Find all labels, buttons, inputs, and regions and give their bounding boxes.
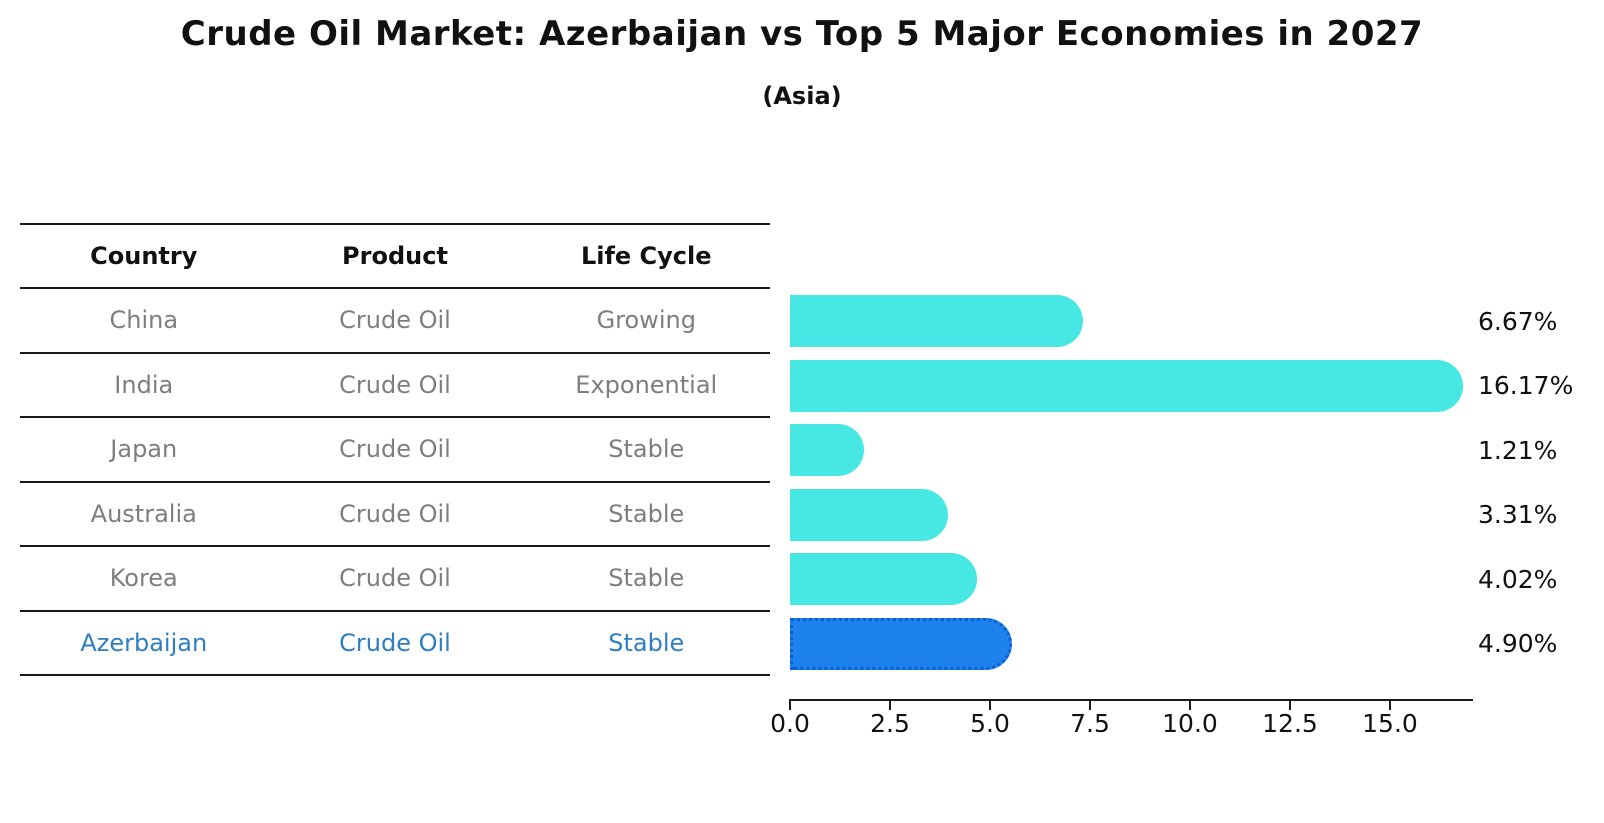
cell-country: Japan <box>110 435 178 464</box>
x-tick-label: 2.5 <box>870 709 910 738</box>
cell-life-cycle: Growing <box>596 306 696 335</box>
table-row-china: China Crude Oil Growing <box>20 289 770 354</box>
x-tick-mark <box>1389 701 1391 710</box>
bar-india <box>790 359 1463 412</box>
bar-china <box>790 295 1083 347</box>
bar-row-korea <box>790 547 1472 612</box>
cell-product: Crude Oil <box>339 499 451 528</box>
table-row-azerbaijan: Azerbaijan Crude Oil Stable <box>20 612 770 676</box>
cell-life-cycle: Stable <box>608 564 685 593</box>
cell-life-cycle: Stable <box>608 499 685 528</box>
x-tick-label: 12.5 <box>1262 709 1318 738</box>
table-header-country: Country <box>90 242 198 270</box>
value-label-china: 6.67% <box>1478 306 1558 336</box>
cell-product: Crude Oil <box>339 435 451 464</box>
bar-korea <box>790 553 977 605</box>
x-tick-mark <box>889 701 891 710</box>
cell-country: Australia <box>90 499 197 528</box>
bar-row-azerbaijan <box>790 612 1472 677</box>
value-label-azerbaijan: 4.90% <box>1478 629 1558 659</box>
bar-row-china <box>790 289 1472 354</box>
table-row-australia: Australia Crude Oil Stable <box>20 483 770 547</box>
value-label-australia: 3.31% <box>1478 500 1558 530</box>
table-row-japan: Japan Crude Oil Stable <box>20 418 770 483</box>
value-label-india: 16.17% <box>1478 371 1574 401</box>
value-label-korea: 4.02% <box>1478 564 1558 594</box>
bar-japan <box>790 424 865 476</box>
x-tick-mark <box>789 701 791 710</box>
x-tick-label: 15.0 <box>1362 709 1418 738</box>
table-row-korea: Korea Crude Oil Stable <box>20 547 770 612</box>
table-header-product: Product <box>342 242 448 270</box>
cell-country: Azerbaijan <box>80 628 208 657</box>
bar-row-japan <box>790 418 1472 483</box>
cell-product: Crude Oil <box>339 370 451 399</box>
cell-product: Crude Oil <box>339 306 451 335</box>
bar-plot <box>790 289 1472 676</box>
country-table: Country Product Life Cycle China Crude Oi… <box>20 223 770 676</box>
chart-title: Crude Oil Market: Azerbaijan vs Top 5 Ma… <box>180 14 1424 54</box>
x-tick-mark <box>1089 701 1091 710</box>
x-tick-mark <box>989 701 991 710</box>
cell-life-cycle: Exponential <box>575 370 718 399</box>
x-tick-label: 5.0 <box>970 709 1010 738</box>
value-label-japan: 1.21% <box>1478 435 1558 465</box>
table-row-india: India Crude Oil Exponential <box>20 354 770 418</box>
bar-australia <box>790 488 949 541</box>
cell-life-cycle: Stable <box>608 628 685 657</box>
chart-subtitle: (Asia) <box>762 82 842 110</box>
cell-product: Crude Oil <box>339 564 451 593</box>
table-header-life-cycle: Life Cycle <box>580 242 712 270</box>
cell-life-cycle: Stable <box>608 435 685 464</box>
bar-row-india <box>790 354 1472 419</box>
x-tick-label: 10.0 <box>1162 709 1218 738</box>
cell-country: China <box>109 306 179 335</box>
bar-row-australia <box>790 483 1472 548</box>
table-body: China Crude Oil Growing India Crude Oil Expon… <box>20 289 770 676</box>
x-tick-mark <box>1289 701 1291 710</box>
bar-azerbaijan <box>790 617 1012 670</box>
x-axis-line <box>789 699 1473 701</box>
table-header-row: Country Product Life Cycle <box>20 223 770 289</box>
x-tick-mark <box>1189 701 1191 710</box>
cell-country: Korea <box>109 564 178 593</box>
x-tick-label: 7.5 <box>1070 709 1110 738</box>
cell-country: India <box>114 370 174 399</box>
x-tick-label: 0.0 <box>770 709 810 738</box>
cell-product: Crude Oil <box>339 628 451 657</box>
